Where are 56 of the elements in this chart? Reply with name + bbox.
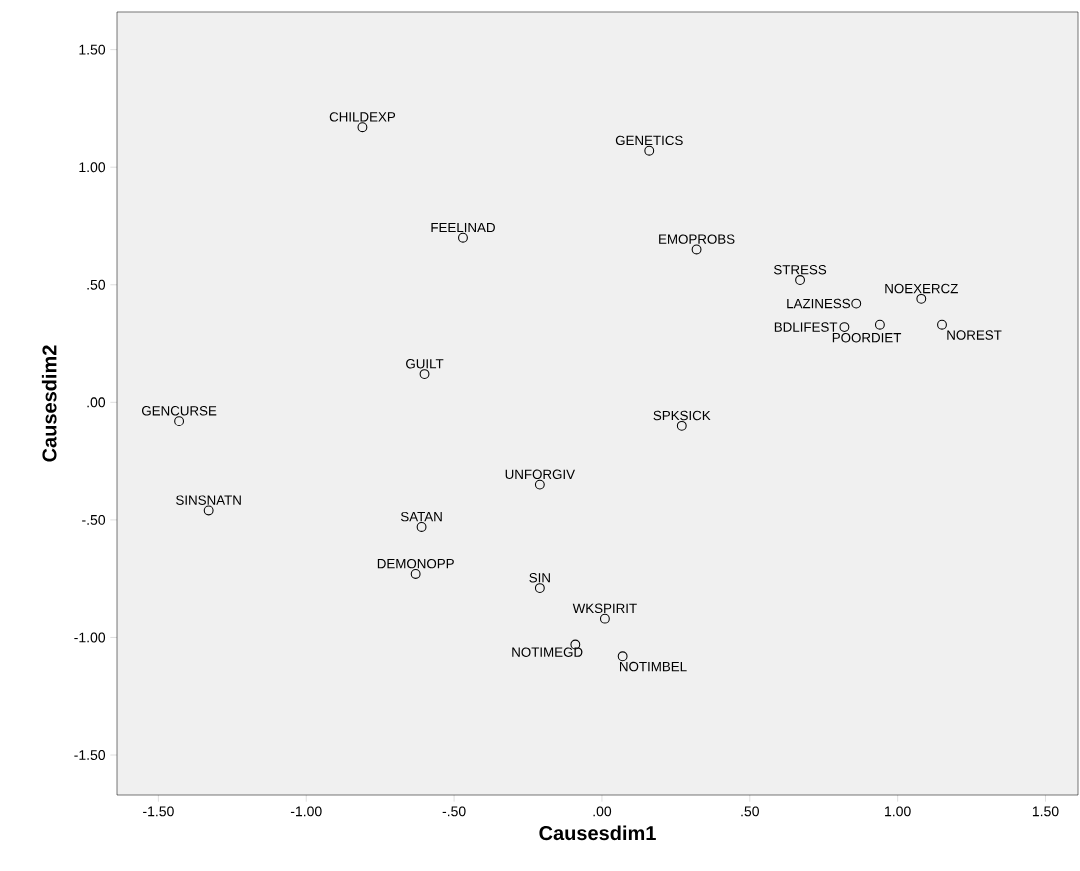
y-tick-label: -1.50 [74, 750, 106, 760]
annotation: EMOPROBS [659, 234, 735, 244]
annotation: CHILDEXP [329, 112, 396, 122]
x-tick-label: -1.00 [290, 806, 322, 817]
annotation: NOTIMEGD [512, 647, 583, 657]
annotation: SATAN [400, 511, 442, 522]
annotation: LAZINESS [787, 298, 851, 309]
annotation: NOTIMBEL [620, 661, 687, 672]
annotation: GUILT [406, 359, 444, 369]
point [795, 275, 805, 285]
annotation: DEMONOPP [377, 558, 454, 569]
annotation: SPKSICK [653, 410, 711, 421]
point [534, 583, 545, 594]
point [691, 244, 702, 255]
point [617, 651, 628, 662]
point [534, 479, 545, 490]
point [458, 232, 468, 243]
y-axis-title: Causesdim2 [41, 345, 57, 462]
y-tick-label: .00 [87, 397, 106, 408]
x-tick-label: -.50 [442, 806, 466, 817]
annotation: SINSNATN [176, 495, 241, 505]
point [203, 505, 214, 516]
annotation: SIN [529, 573, 550, 583]
point [644, 145, 655, 156]
x-tick-label: 1.00 [885, 806, 911, 817]
x-axis-title: Causesdim1 [539, 825, 656, 841]
x-tick-label: .00 [593, 806, 612, 817]
annotation: NOREST [947, 330, 1002, 340]
point [419, 369, 430, 380]
y-tick-label: 1.00 [79, 162, 106, 173]
annotation: WKSPIRIT [572, 603, 637, 614]
annotation: GENETICS [615, 135, 683, 146]
point [676, 420, 687, 431]
point [599, 613, 610, 624]
point [357, 122, 368, 133]
x-tick-label: .50 [741, 806, 759, 817]
x-tick-label: -1.50 [143, 806, 174, 817]
annotation: UNFORGIV [505, 469, 575, 480]
point [916, 293, 927, 304]
point [937, 319, 947, 330]
y-tick-label: -.50 [82, 514, 106, 525]
annotation: GENCURSE [141, 406, 217, 416]
annotation: POORDIET [832, 332, 902, 343]
y-tick-label: .50 [87, 279, 106, 290]
point [874, 319, 885, 330]
y-tick-label: -1.00 [74, 632, 106, 643]
y-tick-label: 1.50 [79, 44, 106, 55]
annotation: STRESS [773, 265, 827, 275]
point [174, 416, 185, 427]
x-tick-label: 1.50 [1032, 806, 1059, 817]
annotation: FEELINAD [431, 222, 495, 233]
point [851, 298, 862, 309]
point [410, 569, 421, 579]
annotation: BDLIFEST [774, 322, 838, 332]
annotation: NOEXERCZ [885, 283, 958, 294]
point [416, 522, 427, 532]
